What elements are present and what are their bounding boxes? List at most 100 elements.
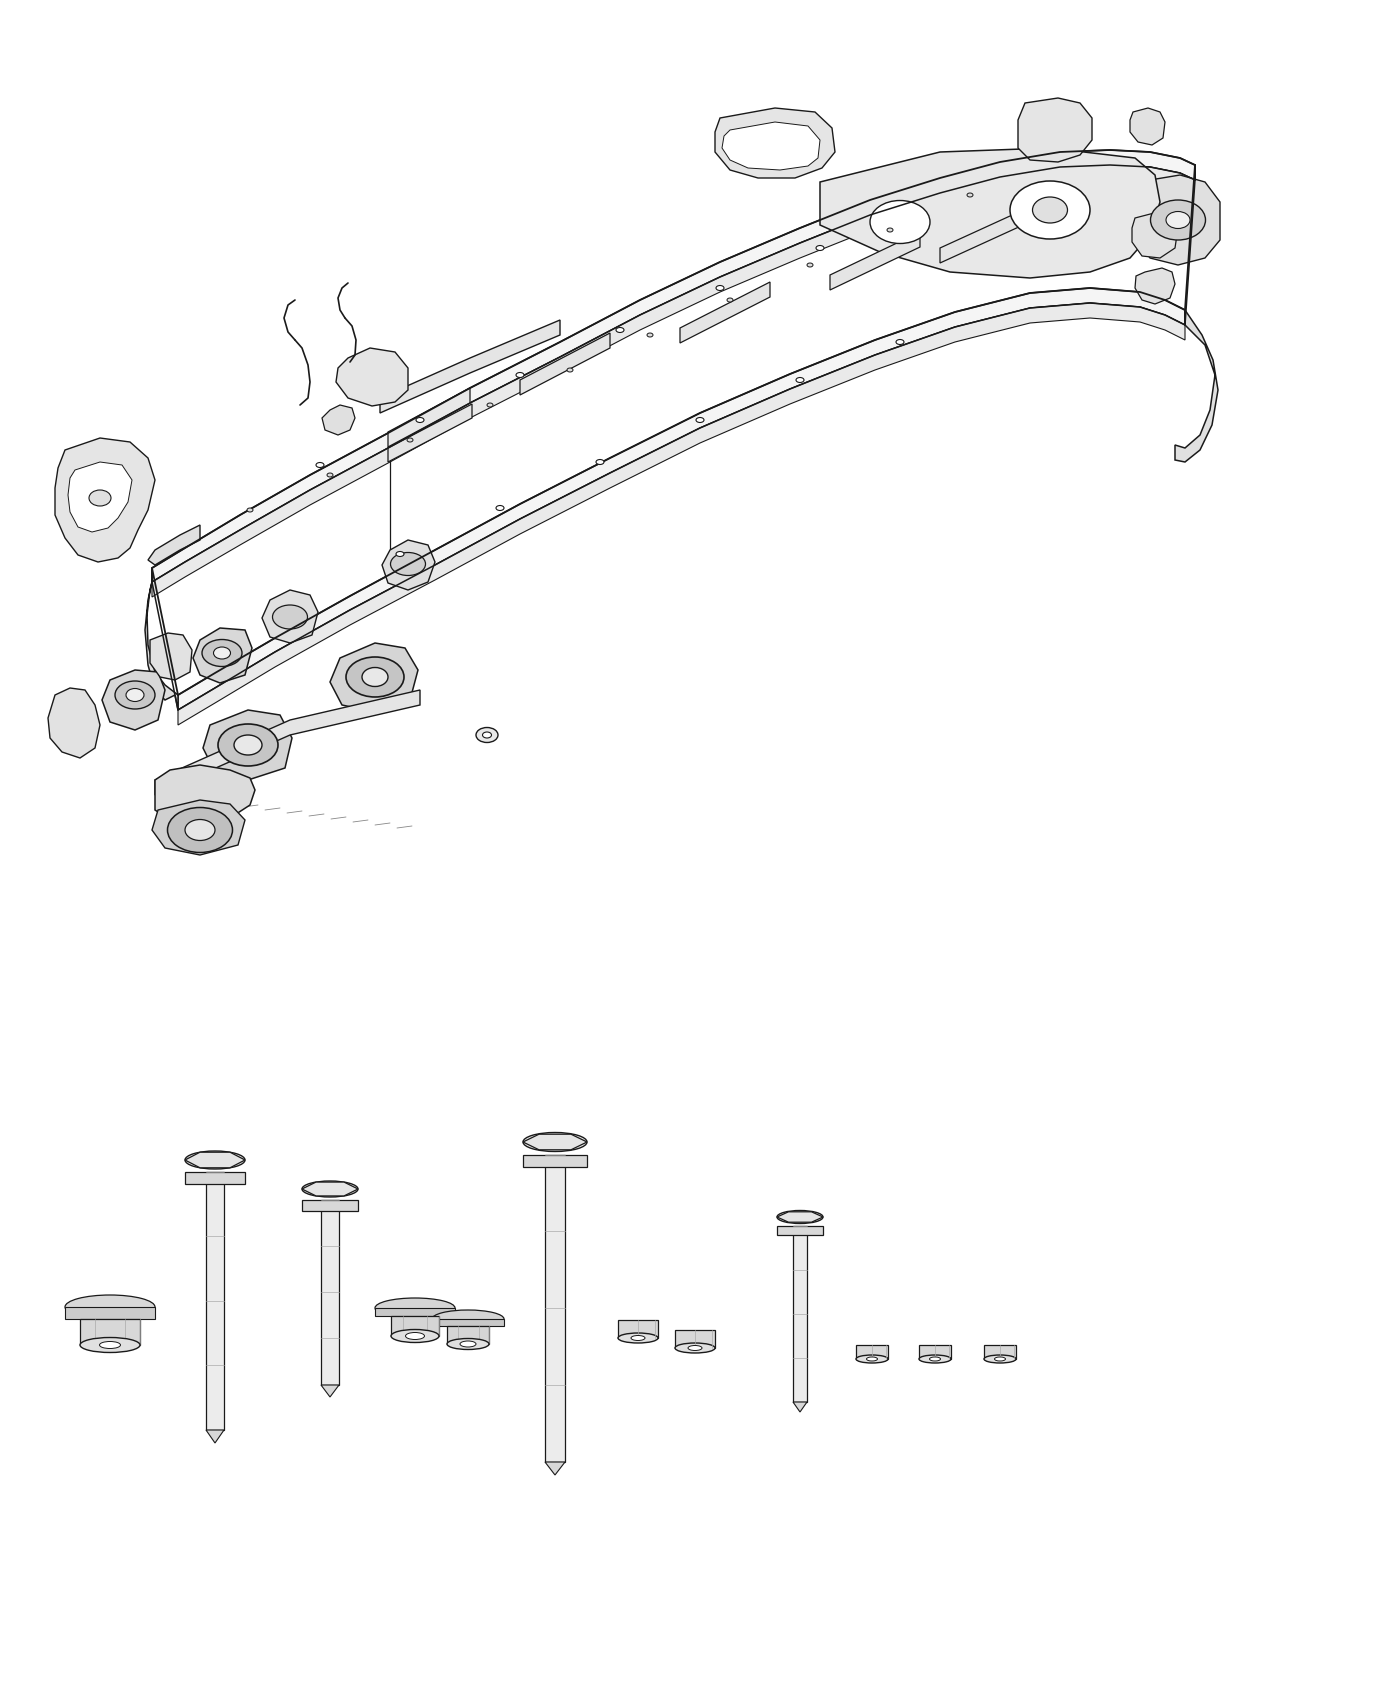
Ellipse shape — [631, 1336, 645, 1341]
Ellipse shape — [994, 1357, 1005, 1362]
Polygon shape — [939, 201, 1044, 264]
Ellipse shape — [218, 724, 279, 767]
Ellipse shape — [806, 264, 813, 267]
Polygon shape — [391, 1316, 440, 1336]
Polygon shape — [321, 1200, 339, 1386]
Ellipse shape — [1166, 211, 1190, 228]
Ellipse shape — [185, 1151, 245, 1170]
Polygon shape — [820, 148, 1161, 279]
Ellipse shape — [967, 194, 973, 197]
Polygon shape — [262, 590, 318, 643]
Ellipse shape — [675, 1343, 715, 1353]
Ellipse shape — [246, 508, 253, 512]
Polygon shape — [185, 1153, 245, 1168]
Ellipse shape — [524, 1132, 587, 1151]
Polygon shape — [1175, 309, 1218, 462]
Ellipse shape — [202, 639, 242, 666]
Ellipse shape — [596, 459, 603, 464]
Ellipse shape — [115, 682, 155, 709]
Polygon shape — [617, 1319, 658, 1338]
Ellipse shape — [496, 505, 504, 510]
Ellipse shape — [375, 1299, 455, 1318]
Ellipse shape — [273, 605, 308, 629]
Polygon shape — [302, 1182, 358, 1195]
Polygon shape — [375, 1307, 455, 1316]
Polygon shape — [336, 348, 407, 406]
Ellipse shape — [416, 418, 424, 423]
Ellipse shape — [406, 1333, 424, 1340]
Ellipse shape — [483, 733, 491, 738]
Polygon shape — [153, 150, 1196, 581]
Ellipse shape — [391, 552, 426, 576]
Polygon shape — [715, 109, 834, 178]
Ellipse shape — [869, 201, 930, 243]
Ellipse shape — [930, 1357, 941, 1362]
Polygon shape — [203, 711, 293, 780]
Ellipse shape — [316, 462, 323, 468]
Polygon shape — [155, 690, 420, 796]
Polygon shape — [80, 1319, 140, 1345]
Ellipse shape — [715, 286, 724, 291]
Polygon shape — [680, 282, 770, 343]
Polygon shape — [150, 632, 192, 680]
Ellipse shape — [984, 1355, 1016, 1363]
Polygon shape — [545, 1154, 566, 1462]
Ellipse shape — [213, 648, 231, 660]
Ellipse shape — [168, 808, 232, 852]
Ellipse shape — [346, 656, 405, 697]
Ellipse shape — [407, 439, 413, 442]
Ellipse shape — [647, 333, 652, 337]
Polygon shape — [193, 627, 252, 683]
Polygon shape — [447, 1326, 489, 1345]
Ellipse shape — [888, 228, 893, 231]
Polygon shape — [792, 1226, 806, 1402]
Polygon shape — [1018, 99, 1092, 162]
Polygon shape — [1133, 212, 1177, 258]
Polygon shape — [855, 1345, 888, 1358]
Polygon shape — [206, 1171, 224, 1430]
Ellipse shape — [616, 328, 624, 333]
Polygon shape — [777, 1212, 823, 1222]
Polygon shape — [388, 405, 472, 462]
Polygon shape — [178, 287, 1184, 711]
Polygon shape — [777, 1226, 823, 1234]
Ellipse shape — [99, 1341, 120, 1348]
Polygon shape — [1135, 269, 1175, 304]
Ellipse shape — [727, 298, 734, 303]
Ellipse shape — [1009, 180, 1091, 240]
Ellipse shape — [476, 728, 498, 743]
Ellipse shape — [1033, 197, 1067, 223]
Ellipse shape — [64, 1295, 155, 1319]
Polygon shape — [321, 1386, 339, 1397]
Polygon shape — [524, 1134, 587, 1149]
Polygon shape — [64, 1307, 155, 1319]
Polygon shape — [433, 1319, 504, 1326]
Polygon shape — [524, 1154, 587, 1166]
Polygon shape — [792, 1402, 806, 1413]
Ellipse shape — [396, 551, 405, 556]
Polygon shape — [322, 405, 356, 435]
Polygon shape — [55, 439, 155, 563]
Ellipse shape — [687, 1345, 701, 1350]
Ellipse shape — [517, 372, 524, 377]
Ellipse shape — [90, 490, 111, 507]
Polygon shape — [388, 388, 470, 447]
Polygon shape — [519, 333, 610, 394]
Polygon shape — [153, 165, 1196, 597]
Polygon shape — [830, 231, 920, 291]
Polygon shape — [48, 688, 99, 758]
Ellipse shape — [391, 1329, 440, 1343]
Polygon shape — [1130, 109, 1165, 144]
Ellipse shape — [918, 1355, 951, 1363]
Polygon shape — [382, 541, 435, 590]
Polygon shape — [722, 122, 820, 170]
Polygon shape — [178, 303, 1184, 724]
Polygon shape — [302, 1200, 358, 1210]
Polygon shape — [206, 1430, 224, 1443]
Ellipse shape — [816, 245, 825, 250]
Ellipse shape — [234, 734, 262, 755]
Polygon shape — [153, 801, 245, 855]
Ellipse shape — [567, 367, 573, 372]
Ellipse shape — [433, 1311, 504, 1328]
Ellipse shape — [855, 1355, 888, 1363]
